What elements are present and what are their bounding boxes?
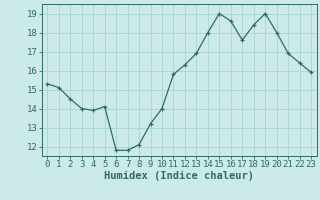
X-axis label: Humidex (Indice chaleur): Humidex (Indice chaleur) (104, 171, 254, 181)
